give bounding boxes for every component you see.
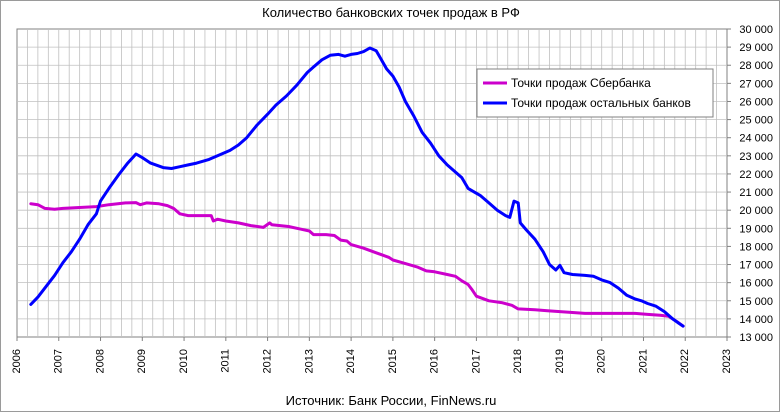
y-tick-label: 23 000 bbox=[739, 151, 773, 163]
y-tick-label: 27 000 bbox=[739, 78, 773, 90]
x-tick-label: 2020 bbox=[596, 349, 608, 373]
x-tick-label: 2019 bbox=[554, 349, 566, 373]
legend-label: Точки продаж остальных банков bbox=[511, 96, 691, 110]
chart-title: Количество банковских точек продаж в РФ bbox=[262, 5, 520, 20]
legend-label: Точки продаж Сбербанка bbox=[511, 76, 651, 90]
y-tick-label: 24 000 bbox=[739, 133, 773, 145]
y-tick-label: 18 000 bbox=[739, 241, 773, 253]
x-tick-label: 2014 bbox=[345, 349, 357, 373]
chart-source: Источник: Банк России, FinNews.ru bbox=[285, 393, 497, 408]
x-tick-label: 2021 bbox=[637, 349, 649, 373]
x-tick-label: 2010 bbox=[178, 349, 190, 373]
x-tick-label: 2006 bbox=[11, 349, 23, 373]
y-tick-label: 25 000 bbox=[739, 115, 773, 127]
x-tick-label: 2016 bbox=[429, 349, 441, 373]
y-tick-label: 19 000 bbox=[739, 223, 773, 235]
x-tick-label: 2023 bbox=[721, 349, 733, 373]
x-tick-label: 2013 bbox=[303, 349, 315, 373]
y-tick-label: 15 000 bbox=[739, 296, 773, 308]
x-tick-label: 2009 bbox=[136, 349, 148, 373]
y-tick-label: 22 000 bbox=[739, 169, 773, 181]
x-tick-label: 2017 bbox=[470, 349, 482, 373]
series-line-other-banks bbox=[29, 46, 685, 328]
x-tick-label: 2011 bbox=[220, 349, 232, 373]
y-tick-label: 29 000 bbox=[739, 42, 773, 54]
y-tick-label: 13 000 bbox=[739, 332, 773, 344]
legend-box bbox=[476, 68, 714, 118]
series-line-sberbank bbox=[29, 201, 685, 328]
y-tick-label: 28 000 bbox=[739, 60, 773, 72]
y-tick-label: 20 000 bbox=[739, 205, 773, 217]
y-tick-label: 14 000 bbox=[739, 314, 773, 326]
x-tick-label: 2015 bbox=[387, 349, 399, 373]
y-tick-label: 30 000 bbox=[739, 24, 773, 36]
y-tick-label: 26 000 bbox=[739, 96, 773, 108]
x-tick-label: 2008 bbox=[94, 349, 106, 373]
x-tick-label: 2012 bbox=[261, 349, 273, 373]
x-tick-label: 2022 bbox=[679, 349, 691, 373]
y-tick-label: 21 000 bbox=[739, 187, 773, 199]
y-tick-label: 17 000 bbox=[739, 260, 773, 272]
x-tick-label: 2007 bbox=[53, 349, 65, 373]
x-tick-label: 2018 bbox=[512, 349, 524, 373]
y-tick-label: 16 000 bbox=[739, 278, 773, 290]
